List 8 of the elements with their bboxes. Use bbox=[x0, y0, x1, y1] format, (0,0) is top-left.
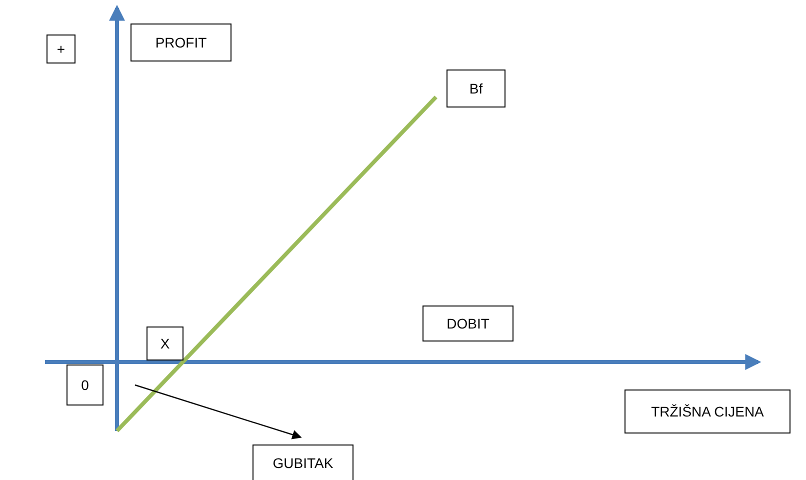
annotation: 0 bbox=[81, 377, 90, 393]
x-axis-title: TRŽIŠNA CIJENA bbox=[651, 404, 765, 420]
text: GUBITAK bbox=[272, 455, 334, 471]
annotation: DOBIT bbox=[446, 316, 490, 332]
y-axis-title: PROFIT bbox=[155, 34, 208, 50]
text: Bf bbox=[469, 80, 483, 96]
text: + bbox=[56, 41, 66, 57]
annotation: X bbox=[160, 336, 170, 352]
